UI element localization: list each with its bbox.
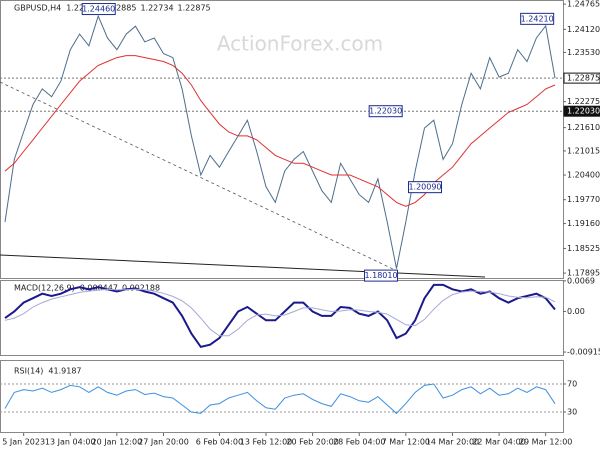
annotation-label: 1.24210 [521, 14, 554, 23]
annotation-label: 1.22030 [369, 107, 402, 116]
price-level-box [563, 105, 600, 117]
annotation-box [368, 105, 403, 118]
annotation-label: 1.20090 [408, 183, 441, 192]
panel-title: RSI(14) [14, 367, 43, 376]
annotation-label: 1.24460 [82, 5, 115, 14]
indicator-line [4, 55, 556, 207]
y-tick-label: 0.00 [567, 307, 585, 316]
price-level-label: 1.22030 [567, 107, 600, 116]
annotation-box [81, 3, 116, 16]
y-tick-label: 1.23530 [567, 48, 600, 57]
header-value: 1.22885 [103, 4, 136, 13]
y-tick-label: 1.21015 [567, 146, 600, 155]
rsi-panel-frame [0, 360, 564, 433]
x-tick-label: 13 Jan 04:00 [45, 438, 96, 447]
x-tick-label: 5 Jan 2023 [2, 438, 45, 447]
price-line [4, 14, 556, 269]
panel-title: MACD(12,26,9) [14, 284, 75, 293]
y-tick-label: 1.24765 [567, 0, 600, 9]
annotation-box [407, 181, 442, 194]
y-tick-label: 1.24120 [567, 25, 600, 34]
annotation-box [520, 12, 555, 25]
trend-line [0, 254, 486, 278]
annotation-label: 1.18010 [364, 271, 397, 280]
y-tick-label: 70 [567, 380, 577, 389]
x-tick-label: 13 Feb 12:00 [240, 438, 292, 447]
trend-line-dashed [0, 81, 396, 271]
indicator-line [4, 383, 556, 415]
y-tick-label: 1.22275 [567, 97, 600, 106]
header-value: 0.002188 [122, 284, 160, 293]
header-value: 41.9187 [48, 367, 81, 376]
y-tick-label: -0.009158 [567, 348, 600, 357]
y-tick-label: 1.21610 [567, 123, 600, 132]
header-value: 1.22734 [140, 4, 173, 13]
x-tick-label: 27 Jan 20:00 [138, 438, 189, 447]
y-tick-label: 1.20400 [567, 171, 600, 180]
y-tick-label: 1.19770 [567, 195, 600, 204]
y-tick-label: 1.17895 [567, 269, 600, 278]
y-tick-label: 30 [567, 408, 577, 417]
macd-panel-frame [0, 280, 564, 356]
x-tick-label: 22 Mar 04:00 [472, 438, 525, 447]
y-tick-label: 1.18525 [567, 244, 600, 253]
x-tick-label: 7 Mar 12:00 [382, 438, 430, 447]
watermark: ActionForex.com [217, 32, 383, 56]
annotation-box [364, 269, 399, 282]
price-level-label: 1.22875 [567, 74, 600, 83]
x-tick-label: 29 Mar 12:00 [519, 438, 572, 447]
panel-title: GBPUSD,H4 [14, 4, 61, 13]
x-tick-label: 14 Mar 20:00 [426, 438, 479, 447]
price-level-box [563, 72, 600, 84]
price-panel-frame [0, 0, 564, 279]
y-tick-label: 0.0069 [567, 276, 595, 285]
header-value: 1.22875 [178, 4, 211, 13]
y-tick-label: 1.19160 [567, 219, 600, 228]
x-tick-label: 6 Feb 04:00 [196, 438, 243, 447]
x-tick-label: 28 Feb 04:00 [333, 438, 385, 447]
indicator-line [4, 288, 556, 337]
x-tick-label: 20 Jan 12:00 [92, 438, 143, 447]
x-tick-label: 20 Feb 20:00 [286, 438, 338, 447]
